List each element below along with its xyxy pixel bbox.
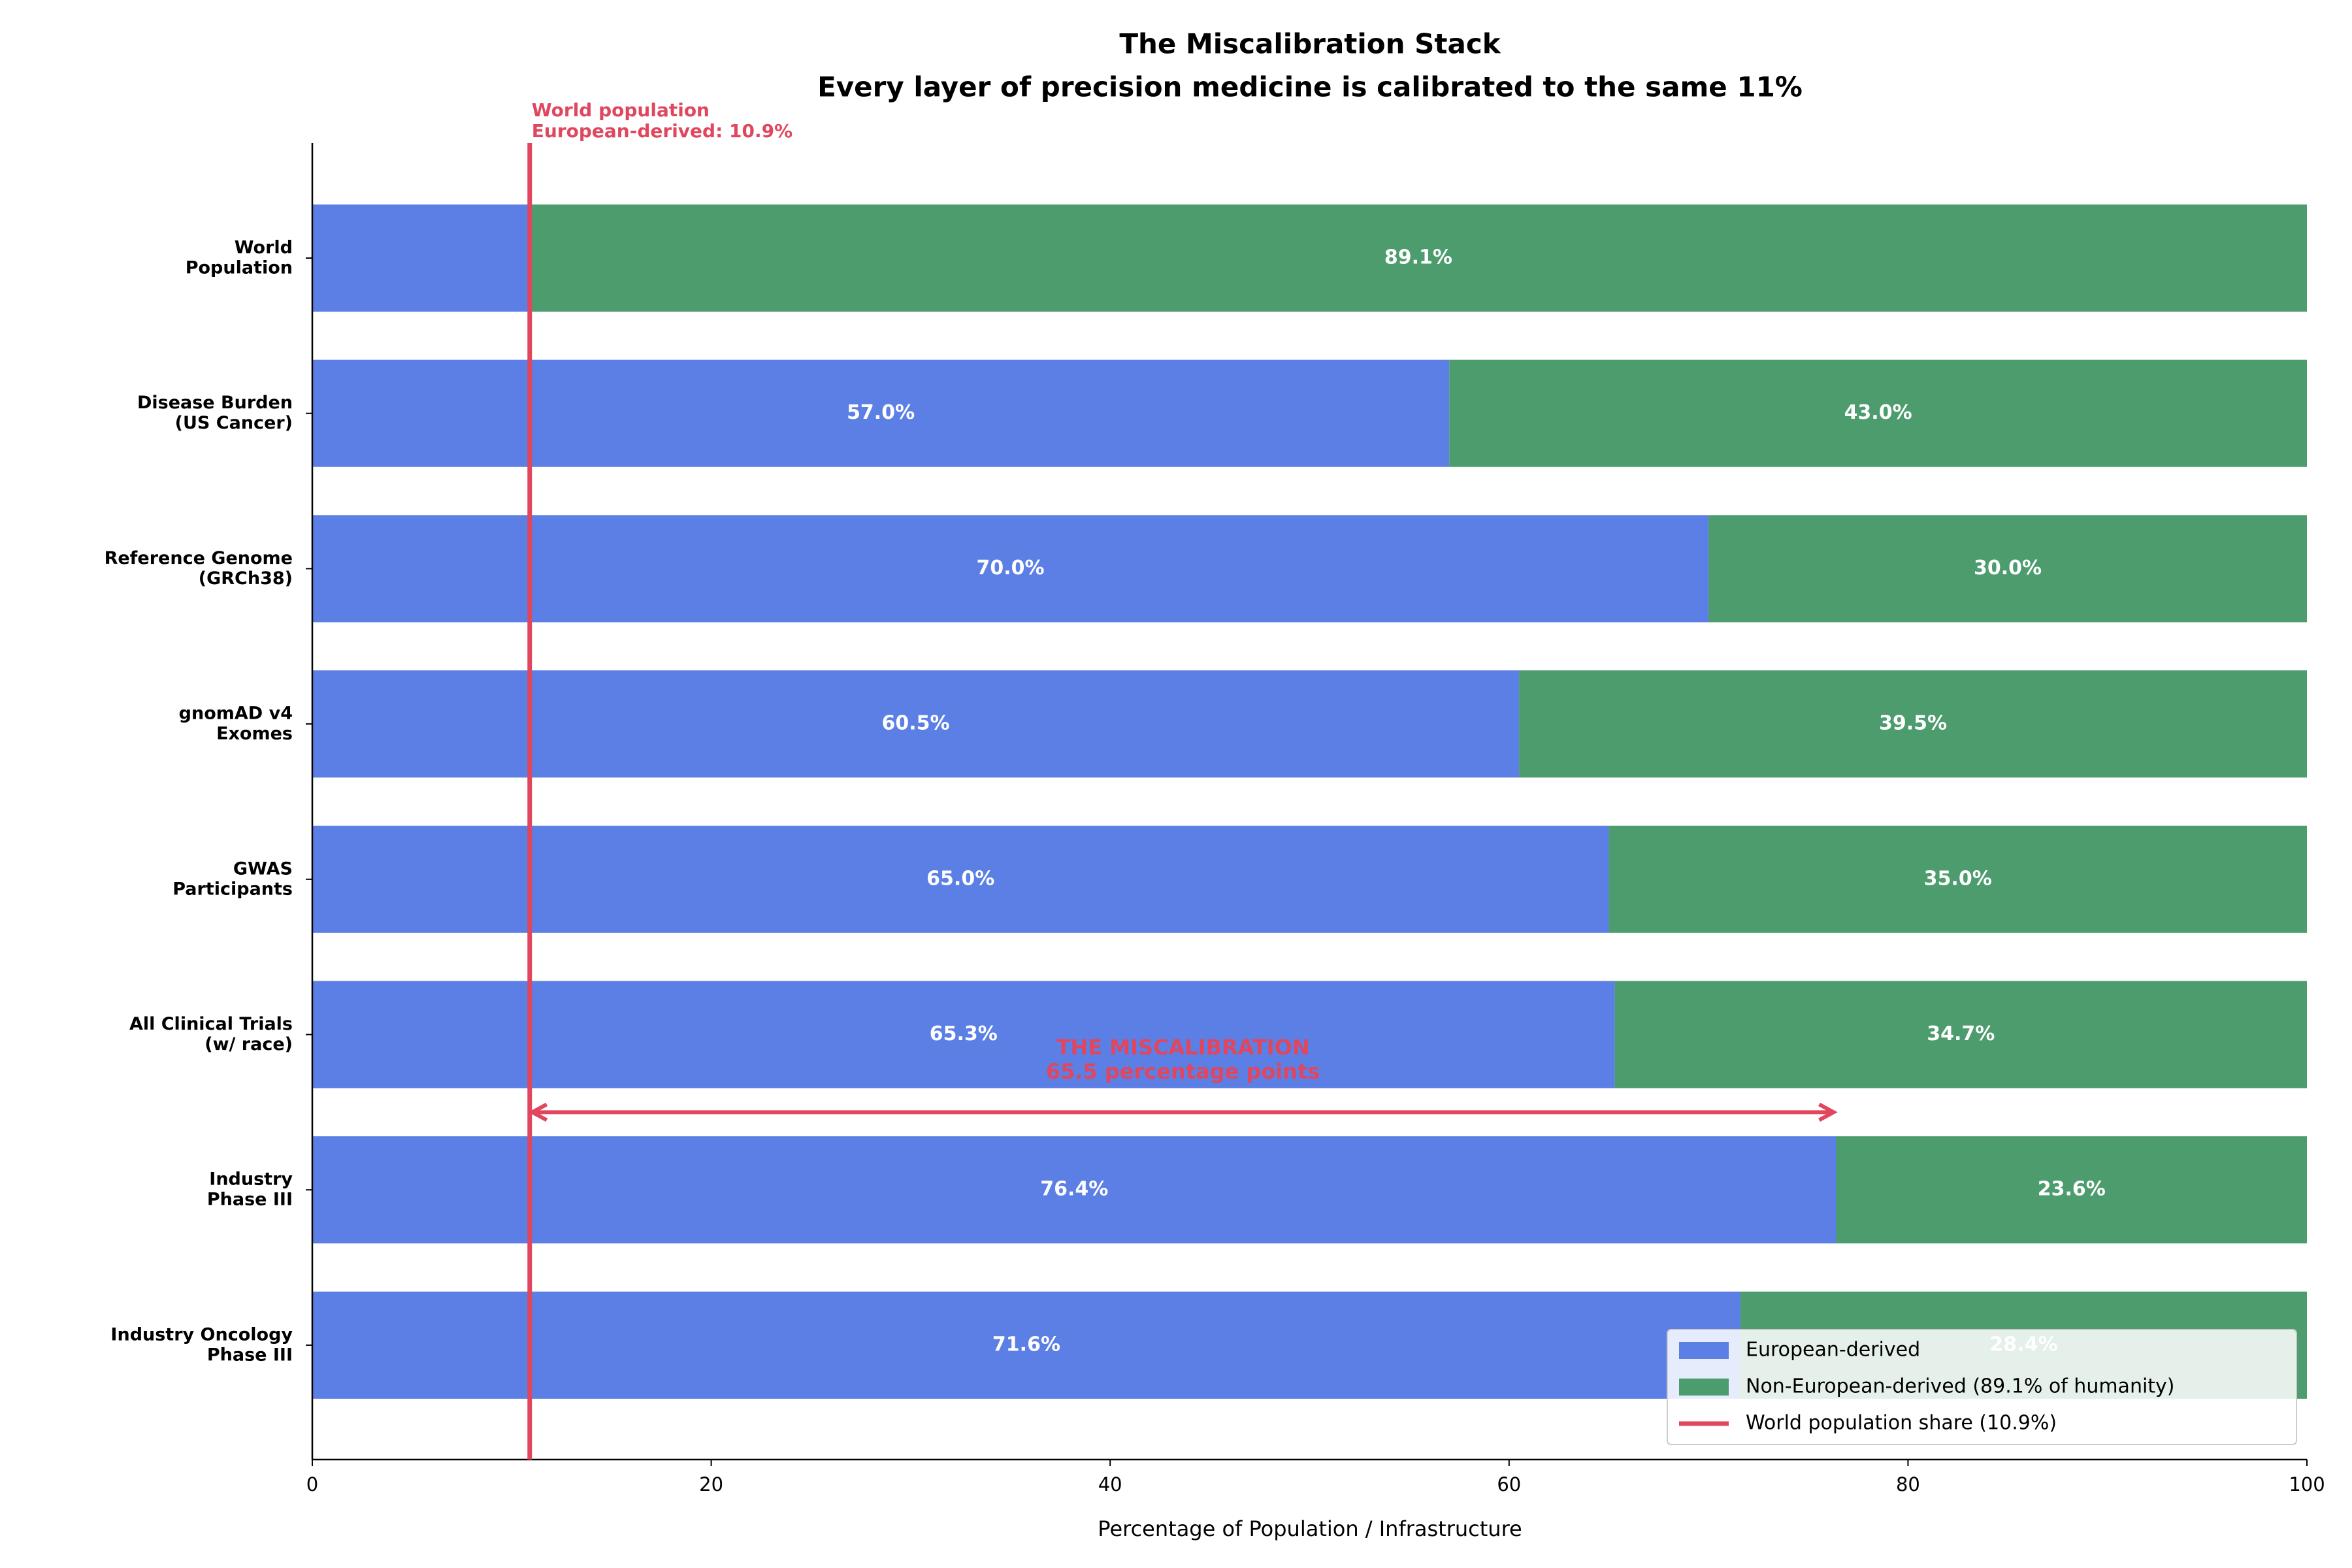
value-label: 89.1%: [1384, 246, 1452, 269]
bar-segment: [312, 515, 1709, 623]
value-label: 39.5%: [1879, 712, 1947, 735]
y-tick-label: All Clinical Trials (w/ race): [129, 1013, 293, 1054]
bar-segment: [1708, 515, 2307, 623]
bar-segment: [312, 670, 1520, 778]
value-label: 35.0%: [1924, 867, 1992, 890]
legend-label: World population share (10.9%): [1746, 1412, 2057, 1435]
legend-label: European-derived: [1746, 1339, 1920, 1362]
legend-swatch: [1679, 1342, 1729, 1359]
value-label: 30.0%: [1974, 557, 2042, 580]
value-label: 60.5%: [881, 712, 949, 735]
value-label: 65.0%: [926, 867, 994, 890]
y-tick-label: Industry Oncology Phase III: [110, 1324, 293, 1365]
y-tick-label: Industry Phase III: [207, 1169, 293, 1209]
x-tick-label: 20: [699, 1473, 723, 1495]
legend-swatch: [1679, 1379, 1729, 1396]
value-label: 65.3%: [930, 1022, 998, 1045]
chart-title: The Miscalibration Stack: [1119, 28, 1501, 60]
legend-box: [1667, 1329, 2297, 1445]
y-tick-label: Reference Genome (GRCh38): [105, 547, 293, 588]
x-tick-label: 40: [1098, 1473, 1122, 1495]
bar-segment: [1614, 981, 2307, 1088]
y-tick-label: gnomAD v4 Exomes: [179, 703, 293, 743]
bar-segment: [1836, 1136, 2307, 1244]
y-tick-label: Disease Burden (US Cancer): [137, 393, 293, 433]
arrow-annotation: THE MISCALIBRATION 65.5 percentage points: [1046, 1035, 1320, 1084]
x-tick-label: 100: [2289, 1473, 2325, 1495]
bar-segment: [312, 359, 1450, 467]
x-tick-label: 60: [1497, 1473, 1521, 1495]
bar-segment: [1449, 359, 2307, 467]
bar-segment: [312, 204, 530, 312]
y-tick-label: World Population: [186, 237, 293, 278]
x-tick-label: 80: [1896, 1473, 1920, 1495]
x-tick-label: 0: [306, 1473, 318, 1495]
value-label: 57.0%: [847, 401, 915, 424]
value-label: 70.0%: [977, 557, 1045, 580]
x-axis-label: Percentage of Population / Infrastructur…: [1098, 1516, 1522, 1541]
y-tick-label: GWAS Participants: [172, 858, 293, 899]
value-label: 76.4%: [1040, 1178, 1108, 1201]
bar-segment: [1519, 670, 2307, 778]
value-label: 71.6%: [992, 1333, 1060, 1356]
arrow-head: [1818, 1102, 1838, 1122]
legend-label: Non-European-derived (89.1% of humanity): [1746, 1375, 2175, 1398]
bar-segment: [312, 1136, 1837, 1244]
bar-segment: [529, 204, 2308, 312]
arrow-head: [528, 1102, 548, 1122]
bar-segment: [1609, 825, 2307, 933]
value-label: 23.6%: [2038, 1178, 2106, 1201]
value-label: 43.0%: [1844, 401, 1912, 424]
chart-subtitle: Every layer of precision medicine is cal…: [817, 71, 1803, 103]
value-label: 34.7%: [1927, 1022, 1995, 1045]
bar-segment: [312, 1291, 1740, 1399]
reference-annotation: World population European-derived: 10.9%: [532, 99, 792, 142]
